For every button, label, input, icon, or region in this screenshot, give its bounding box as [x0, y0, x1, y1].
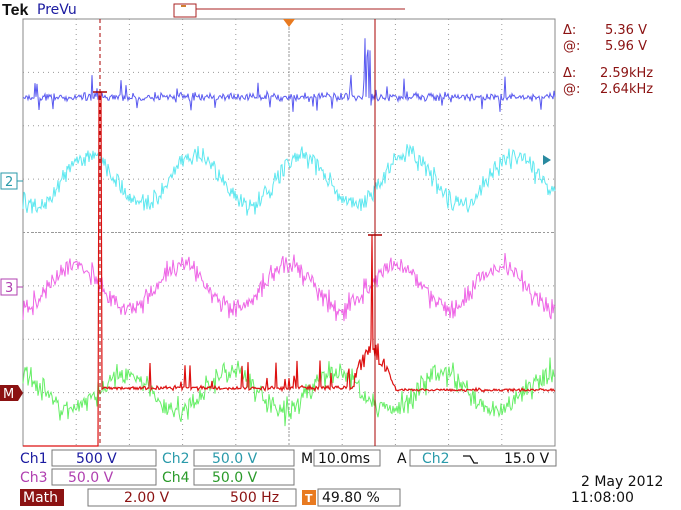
- trigger-position-box[interactable]: [317, 488, 401, 507]
- record-position-indicator: [173, 3, 405, 18]
- acquisition-mode: PreVu: [37, 2, 77, 18]
- ch3-scale: 50.0 V: [68, 470, 114, 486]
- timebase-label: M: [301, 451, 313, 467]
- ch3-label: Ch3: [20, 470, 48, 486]
- time-display: 11:08:00: [571, 490, 634, 506]
- math-scale-box[interactable]: [87, 488, 297, 507]
- ch1-waveform: [22, 38, 556, 112]
- svg-text:M: M: [3, 387, 14, 402]
- math-label: Math: [23, 490, 58, 506]
- math-marker[interactable]: M: [0, 385, 23, 402]
- ch3-marker[interactable]: 3: [0, 278, 23, 296]
- timebase-box[interactable]: [313, 449, 381, 467]
- falling-edge-icon: [463, 455, 478, 464]
- trigger-level-marker: [543, 155, 551, 165]
- ch4-scale-box[interactable]: [193, 468, 295, 486]
- voltage-at-value: 5.96 V: [605, 39, 647, 54]
- freq-at-symbol: @:: [563, 82, 580, 97]
- ch1-label: Ch1: [20, 451, 48, 467]
- date-display: 2 May 2012: [581, 474, 663, 490]
- svg-text:3: 3: [5, 281, 13, 296]
- freq-delta-symbol: Δ:: [563, 66, 576, 81]
- trigger-box[interactable]: [409, 449, 557, 467]
- ch3-scale-box[interactable]: [51, 468, 157, 486]
- graticule-grid: [23, 19, 555, 446]
- freq-delta-value: 2.59kHz: [600, 66, 653, 81]
- ch2-scale-box[interactable]: [193, 449, 295, 467]
- trigger-level: 15.0 V: [504, 451, 550, 467]
- math-waveform: [23, 91, 556, 447]
- status-panel: Ch1 500 V Ch2 50.0 V M 10.0ms A Ch2 15.0…: [20, 449, 663, 507]
- brand-label: Tek: [2, 2, 28, 19]
- cursor-readouts: Δ: 5.36 V @: 5.96 V Δ: 2.59kHz @: 2.64kH…: [563, 23, 653, 97]
- voltage-at-symbol: @:: [563, 39, 580, 54]
- trigger-position-icon: [302, 490, 316, 505]
- math-freq: 500 Hz: [230, 490, 279, 506]
- ch2-marker[interactable]: 2: [0, 172, 23, 190]
- voltage-delta-symbol: Δ:: [563, 23, 576, 38]
- ch1-scale: 500 V: [76, 451, 117, 467]
- timebase-value: 10.0ms: [318, 451, 370, 467]
- math-label-box[interactable]: [20, 489, 64, 506]
- ch2-label: Ch2: [162, 451, 190, 467]
- trigger-position-value: 49.80 %: [322, 490, 380, 506]
- ch4-waveform: [22, 357, 556, 427]
- voltage-delta-value: 5.36 V: [605, 23, 647, 38]
- ch4-label: Ch4: [162, 470, 190, 486]
- trigger-source: Ch2: [422, 451, 450, 467]
- ch2-scale: 50.0 V: [212, 451, 258, 467]
- ch3-waveform: [22, 252, 556, 322]
- svg-text:T: T: [305, 492, 313, 505]
- trigger-position-marker: [283, 19, 295, 27]
- svg-text:2: 2: [5, 175, 13, 190]
- ch4-scale: 50.0 V: [212, 470, 258, 486]
- ch2-waveform: [22, 144, 556, 216]
- ch1-scale-box[interactable]: [51, 449, 157, 467]
- freq-at-value: 2.64kHz: [600, 82, 653, 97]
- math-scale: 2.00 V: [124, 490, 170, 506]
- trigger-label: A: [397, 451, 407, 467]
